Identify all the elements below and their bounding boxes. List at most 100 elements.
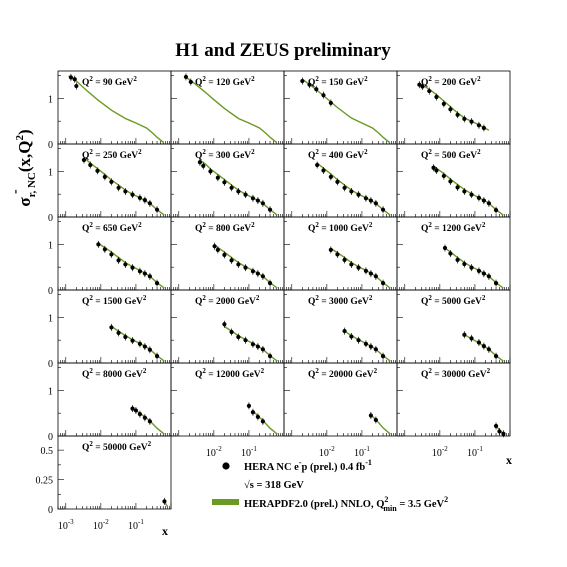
chart-title: H1 and ZEUS preliminary [175, 40, 391, 61]
data-point [300, 78, 305, 84]
y-tick-label: 0 [48, 213, 53, 224]
y-label-sub: r, NC [26, 172, 38, 197]
y-tick-label: 1 [48, 386, 53, 397]
y-label-bar: - [8, 189, 23, 194]
data-point [328, 174, 333, 179]
data-point [133, 408, 139, 413]
data-point [236, 262, 241, 267]
data-point [208, 169, 213, 174]
theory-curve [301, 78, 390, 143]
data-point [255, 198, 260, 203]
data-point [116, 258, 121, 263]
data-point [116, 185, 121, 190]
data-point [222, 252, 227, 257]
data-point [431, 165, 436, 170]
data-point [260, 201, 265, 206]
theory-curve [68, 75, 164, 143]
data-point [183, 74, 189, 80]
legend-data-label: HERA NC e-p (prel.) 0.4 fb-1 [244, 458, 372, 473]
theory-curve [330, 247, 391, 289]
data-point [250, 269, 256, 274]
y-label-close: ) [15, 129, 34, 135]
data-point [197, 160, 202, 165]
q2-label: Q2 = 12000 GeV2 [195, 367, 265, 380]
data-point [250, 410, 256, 415]
data-point [88, 162, 93, 168]
data-point [260, 347, 265, 352]
data-point [373, 347, 378, 352]
data-point [109, 179, 114, 184]
q2-label: Q2 = 50000 GeV2 [82, 440, 152, 453]
theory-curve [184, 75, 277, 143]
data-point [420, 84, 425, 89]
data-point [342, 185, 347, 190]
q2-label: Q2 = 1000 GeV2 [308, 221, 373, 234]
q2-label: Q2 = 650 GeV2 [82, 221, 142, 234]
x-tick-label: 10-3 [58, 518, 74, 532]
data-point [255, 414, 260, 419]
theory-curve [444, 247, 504, 289]
data-point [130, 265, 135, 270]
data-point [356, 265, 361, 270]
legend-energy: √s = 318 GeV [244, 479, 304, 491]
data-point [462, 189, 467, 194]
panel-1200: Q2 = 1200 GeV2 [396, 216, 511, 291]
data-point [448, 179, 453, 184]
y-tick-label: 1 [48, 167, 53, 178]
theory-curve [98, 242, 165, 289]
q2-label: Q2 = 2000 GeV2 [195, 294, 260, 307]
q2-label: Q2 = 8000 GeV2 [82, 367, 147, 380]
data-point [267, 207, 273, 212]
data-point [137, 341, 143, 346]
panel-50000: 0 0.25 0.5 Q2 = 50000 GeV2 [36, 435, 172, 516]
data-point [368, 198, 373, 203]
data-point [373, 274, 378, 279]
x-ticks: 10-2 10-1 10-2 10-1 10-2 10-1 10-3 10-2 10-1 [58, 445, 483, 532]
theory-curve [83, 157, 165, 216]
panel-650: 0 1 Q2 = 650 GeV2 [48, 216, 172, 297]
data-point [455, 112, 460, 117]
theory-curve [370, 414, 391, 435]
legend-data-marker [222, 462, 230, 470]
data-point [260, 419, 265, 424]
data-point [315, 162, 320, 168]
panel-8000: 0 1 Q2 = 8000 GeV2 [48, 362, 172, 443]
svg-text:σr, NC(x,Q2): σr, NC(x,Q2) [14, 129, 38, 206]
data-point [455, 257, 460, 262]
data-point [123, 262, 128, 267]
data-point [481, 271, 486, 276]
data-point [154, 207, 160, 212]
q2-label: Q2 = 1500 GeV2 [82, 294, 147, 307]
q2-label: Q2 = 3000 GeV2 [308, 294, 373, 307]
data-point [441, 173, 446, 179]
data-point [493, 208, 499, 213]
q2-label: Q2 = 1200 GeV2 [421, 221, 486, 234]
data-point [236, 189, 241, 194]
data-point [321, 93, 326, 98]
data-point [188, 79, 193, 85]
data-point [501, 431, 506, 436]
data-point [476, 195, 482, 200]
theory-curve [316, 162, 391, 216]
y-tick-label: 0 [48, 359, 53, 370]
data-point [147, 347, 152, 352]
data-point [81, 157, 87, 163]
q2-label: Q2 = 20000 GeV2 [308, 367, 378, 380]
data-point [380, 281, 386, 286]
data-point [102, 174, 107, 179]
panel-30000: Q2 = 30000 GeV2 [396, 362, 511, 438]
data-point [481, 198, 486, 203]
data-point [250, 342, 256, 347]
data-point [373, 201, 378, 206]
panel-120: Q2 = 120 GeV2 [170, 70, 285, 145]
data-point [154, 354, 160, 359]
q2-label: Q2 = 30000 GeV2 [421, 367, 491, 380]
data-point [342, 257, 347, 262]
data-point [72, 77, 77, 82]
panel-150: Q2 = 150 GeV2 [283, 70, 398, 145]
data-point [162, 499, 167, 504]
data-point [448, 251, 453, 256]
data-point [328, 247, 333, 252]
legend: HERA NC e-p (prel.) 0.4 fb-1 √s = 318 Ge… [212, 458, 448, 513]
y-label-sigma: σ [15, 197, 34, 207]
